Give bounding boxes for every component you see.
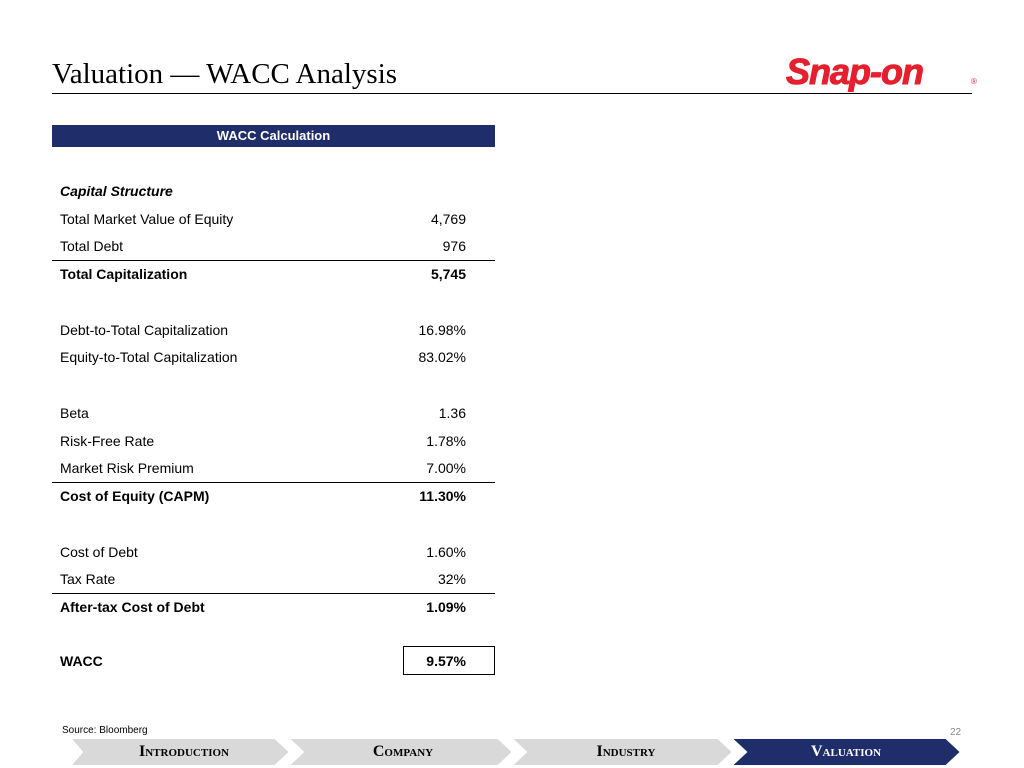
section-nav: Introduction Company Industry Valuation [70, 738, 970, 766]
table-row: Tax Rate 32% [52, 566, 495, 594]
nav-chevrons [70, 738, 963, 766]
row-value: 7.00% [426, 460, 466, 476]
page-title: Valuation — WACC Analysis [52, 58, 398, 90]
logo-text: Snap-on [786, 51, 923, 92]
nav-item-valuation[interactable]: Valuation [810, 743, 882, 760]
table-row-total: After-tax Cost of Debt 1.09% [52, 594, 495, 621]
table-row: Market Risk Premium 7.00% [52, 455, 495, 483]
table-row-total: Cost of Equity (CAPM) 11.30% [52, 483, 495, 510]
table-row: Equity-to-Total Capitalization 83.02% [52, 344, 495, 371]
row-value: 1.36 [438, 405, 466, 421]
snap-on-logo: Snap-on ® [786, 51, 978, 93]
row-label: Total Debt [60, 238, 124, 254]
row-label: Market Risk Premium [60, 460, 194, 476]
source-note: Source: Bloomberg [62, 725, 148, 736]
table-row: Cost of Debt 1.60% [52, 539, 495, 566]
row-label: Tax Rate [60, 571, 116, 587]
wacc-result-box [403, 646, 495, 675]
row-label: Cost of Debt [60, 544, 138, 560]
row-label: Risk-Free Rate [60, 433, 155, 449]
row-value: 11.30% [419, 488, 466, 504]
row-label: Equity-to-Total Capitalization [60, 349, 238, 365]
nav-chevron-introduction [70, 738, 292, 766]
svg-text:®: ® [971, 77, 977, 86]
row-label: WACC [60, 653, 103, 669]
row-label: Total Market Value of Equity [60, 211, 234, 227]
table-row-wacc: WACC 9.57% [52, 648, 495, 675]
row-value: 9.57% [426, 653, 466, 669]
section-label: Capital Structure [60, 183, 173, 199]
nav-item-industry[interactable]: Industry [596, 743, 656, 760]
table-row: Total Debt 976 [52, 233, 495, 261]
row-label: Beta [60, 405, 89, 421]
wacc-table-header: WACC Calculation [52, 125, 495, 147]
table-row: Risk-Free Rate 1.78% [52, 428, 495, 455]
section-label-capital-structure: Capital Structure [52, 178, 495, 205]
row-label: After-tax Cost of Debt [60, 599, 205, 615]
row-value: 4,769 [430, 211, 466, 227]
row-value: 1.09% [426, 599, 466, 615]
nav-chevron-industry [509, 738, 735, 766]
row-label: Cost of Equity (CAPM) [60, 488, 210, 504]
row-value: 1.78% [426, 433, 466, 449]
nav-chevron-company [286, 738, 515, 766]
row-label: Total Capitalization [60, 266, 188, 282]
row-value: 32% [437, 571, 466, 587]
nav-item-company[interactable]: Company [372, 743, 434, 760]
row-value: 5,745 [430, 266, 466, 282]
page-number: 22 [950, 727, 962, 738]
nav-item-introduction[interactable]: Introduction [139, 743, 229, 760]
table-row: Total Market Value of Equity 4,769 [52, 206, 495, 233]
title-divider [52, 93, 972, 94]
table-row: Beta 1.36 [52, 400, 495, 427]
row-value: 1.60% [426, 544, 466, 560]
row-value: 976 [442, 238, 466, 254]
table-row: Debt-to-Total Capitalization 16.98% [52, 317, 495, 344]
row-value: 16.98% [418, 322, 466, 338]
row-value: 83.02% [418, 349, 466, 365]
row-label: Debt-to-Total Capitalization [60, 322, 229, 338]
table-row-total: Total Capitalization 5,745 [52, 261, 495, 288]
nav-chevron-valuation [729, 738, 963, 766]
